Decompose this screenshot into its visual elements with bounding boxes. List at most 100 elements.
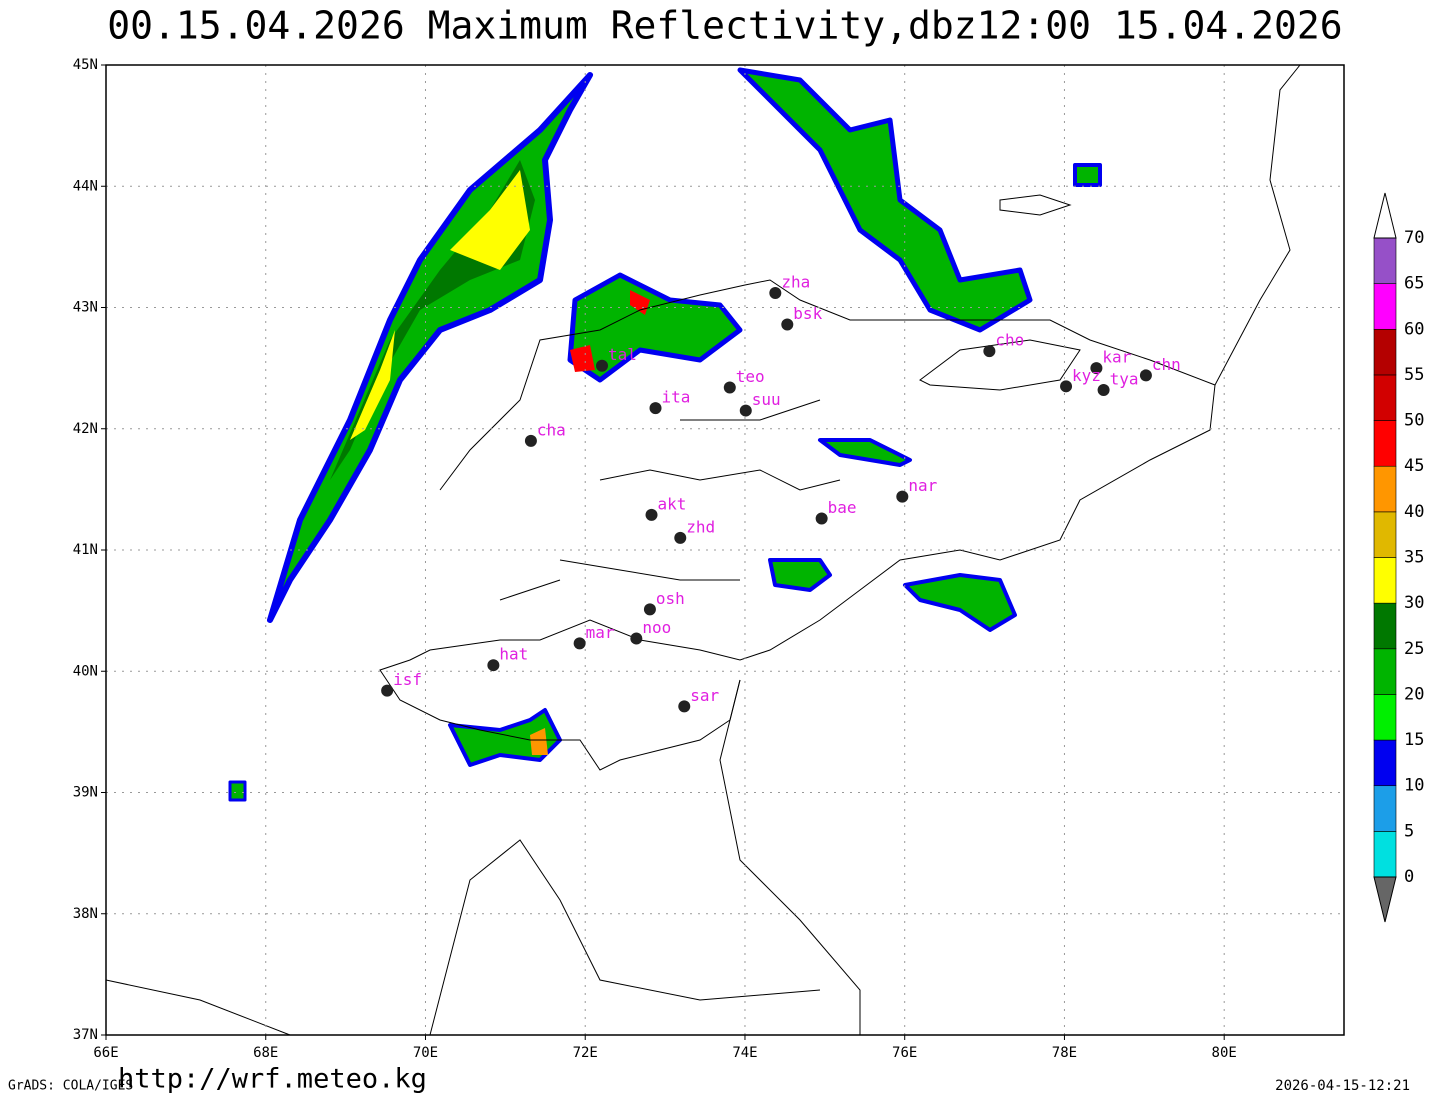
station-dot <box>381 684 394 697</box>
y-tick-label: 37N <box>73 1027 98 1043</box>
colorbar-label: 15 <box>1404 730 1424 750</box>
station-label: nar <box>908 476 937 495</box>
colorbar-bin <box>1373 511 1397 558</box>
colorbar-label: 35 <box>1404 548 1424 568</box>
station-label: tal <box>608 345 637 364</box>
station-dot <box>678 700 691 713</box>
colorbar-bin <box>1373 648 1397 695</box>
colorbar-label: 0 <box>1404 867 1414 887</box>
x-tick-label: 72E <box>573 1045 598 1061</box>
station-label: osh <box>656 589 685 608</box>
station-label: tya <box>1110 369 1139 388</box>
station-label: suu <box>752 390 781 409</box>
station-label: isf <box>393 670 422 689</box>
colorbar: 0 5 10 15 20 25 30 35 40 45 50 55 60 65 70 <box>1373 192 1424 923</box>
station-dot <box>487 659 500 672</box>
station-dot <box>1097 383 1110 396</box>
x-tick-label: 78E <box>1052 1045 1077 1061</box>
station-dot <box>649 402 662 415</box>
station-dot <box>896 490 909 503</box>
y-tick-label: 40N <box>73 663 98 679</box>
colorbar-bin <box>1373 831 1397 878</box>
colorbar-label: 5 <box>1404 821 1414 841</box>
station-dot <box>630 632 643 645</box>
colorbar-label: 70 <box>1404 228 1424 248</box>
station-dot <box>1060 380 1073 393</box>
station-dot <box>815 512 828 525</box>
station-label: zhd <box>686 517 715 536</box>
x-tick-label: 80E <box>1212 1045 1237 1061</box>
x-tick-label: 66E <box>93 1045 118 1061</box>
station-label: akt <box>658 494 687 513</box>
y-tick-label: 43N <box>73 300 98 316</box>
y-tick-label: 44N <box>73 178 98 194</box>
url: http://wrf.meteo.kg <box>118 1064 427 1095</box>
colorbar-label: 50 <box>1404 411 1424 431</box>
station-dot <box>723 381 736 394</box>
colorbar-bin <box>1373 237 1397 284</box>
colorbar-bin <box>1373 557 1397 604</box>
station-label: ita <box>662 388 691 407</box>
station-label: chn <box>1152 355 1181 374</box>
colorbar-bin <box>1373 420 1397 467</box>
x-tick-label: 68E <box>253 1045 278 1061</box>
station-dot <box>643 603 656 616</box>
y-tick-label: 39N <box>73 785 98 801</box>
station-label: kar <box>1102 348 1131 367</box>
footer-left: GrADS: COLA/IGES <box>8 1079 133 1094</box>
station-label: kyz <box>1072 366 1101 385</box>
y-tick-label: 38N <box>73 906 98 922</box>
station-dot <box>1139 369 1152 382</box>
x-tick-label: 76E <box>892 1045 917 1061</box>
colorbar-bin <box>1373 694 1397 741</box>
colorbar-label: 55 <box>1404 365 1424 385</box>
station-dot <box>645 508 658 521</box>
colorbar-label: 60 <box>1404 319 1424 339</box>
station-label: zha <box>781 272 810 291</box>
station-dot <box>983 345 996 358</box>
colorbar-bin <box>1373 785 1397 832</box>
colorbar-label: 10 <box>1404 776 1424 796</box>
axes: 66E 68E 70E 72E 74E 76E 78E 80E 37N 38N 39N 40N 41N 4… <box>73 57 1237 1061</box>
y-tick-label: 41N <box>73 542 98 558</box>
colorbar-bin <box>1373 602 1397 650</box>
colorbar-label: 20 <box>1404 684 1424 704</box>
colorbar-label: 40 <box>1404 502 1424 522</box>
station-dot <box>573 637 586 650</box>
title: 00.15.04.2026 Maximum Reflectivity,dbz12… <box>107 4 1342 48</box>
colorbar-high-arrow <box>1373 192 1397 239</box>
station-label: cho <box>995 331 1024 350</box>
colorbar-bin <box>1373 739 1397 787</box>
x-tick-label: 74E <box>732 1045 757 1061</box>
colorbar-bin <box>1373 465 1397 513</box>
station-label: mar <box>586 623 615 642</box>
station-label: teo <box>736 367 765 386</box>
station-label: hat <box>499 645 528 664</box>
colorbar-label: 30 <box>1404 593 1424 613</box>
colorbar-label: 25 <box>1404 639 1424 659</box>
colorbar-label: 45 <box>1404 456 1424 476</box>
station-dot <box>739 404 752 417</box>
colorbar-bin <box>1373 328 1397 376</box>
colorbar-low-arrow <box>1373 876 1397 923</box>
timestamp: 2026-04-15-12:21 <box>1275 1078 1410 1094</box>
station-label: sar <box>690 686 719 705</box>
x-tick-label: 70E <box>413 1045 438 1061</box>
station-dot <box>674 531 687 544</box>
station-label: bae <box>828 498 857 517</box>
station-label: bsk <box>793 304 822 323</box>
colorbar-bin <box>1373 374 1397 421</box>
station-dot <box>769 286 782 299</box>
reflectivity <box>228 67 1102 802</box>
station-dot <box>595 359 608 372</box>
colorbar-bin <box>1373 283 1397 330</box>
station-label: cha <box>537 420 566 439</box>
borders <box>105 64 1301 1036</box>
y-tick-label: 42N <box>73 421 98 437</box>
station-dot <box>524 434 537 447</box>
station-label: noo <box>642 618 671 637</box>
station-dot <box>1090 362 1103 375</box>
colorbar-label: 65 <box>1404 274 1424 294</box>
